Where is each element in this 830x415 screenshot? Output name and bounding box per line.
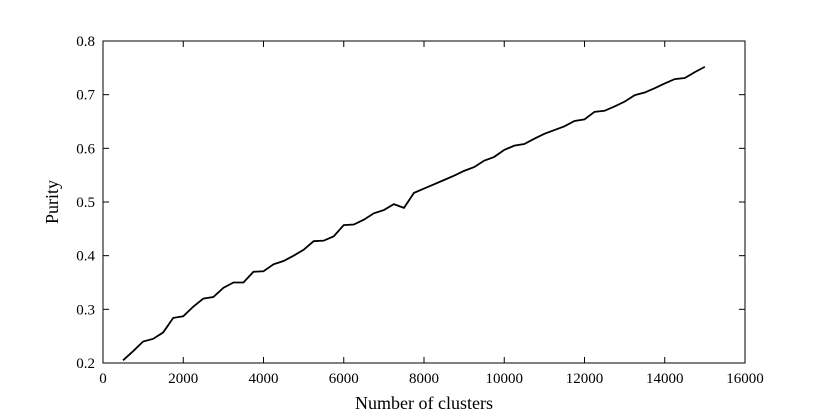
x-tick-label: 8000 [409,371,439,387]
y-tick-label: 0.8 [76,34,95,50]
x-tick-label: 0 [99,371,107,387]
x-tick-label: 14000 [646,371,684,387]
y-axis-label: Purity [42,180,62,224]
x-tick-label: 4000 [249,371,279,387]
x-tick-label: 16000 [726,371,764,387]
x-axis-label: Number of clusters [355,393,493,413]
y-tick-label: 0.5 [76,195,95,211]
y-tick-label: 0.3 [76,302,95,318]
y-tick-label: 0.7 [76,88,95,104]
y-tick-label: 0.4 [76,249,95,265]
line [122,65,706,361]
x-tick-label: 6000 [329,371,359,387]
x-tick-label: 10000 [486,371,524,387]
x-tick-label: 12000 [566,371,604,387]
x-tick-label: 2000 [168,371,198,387]
plot-frame [102,40,746,364]
y-tick-label: 0.2 [76,356,95,372]
y-tick-label: 0.6 [76,141,95,157]
